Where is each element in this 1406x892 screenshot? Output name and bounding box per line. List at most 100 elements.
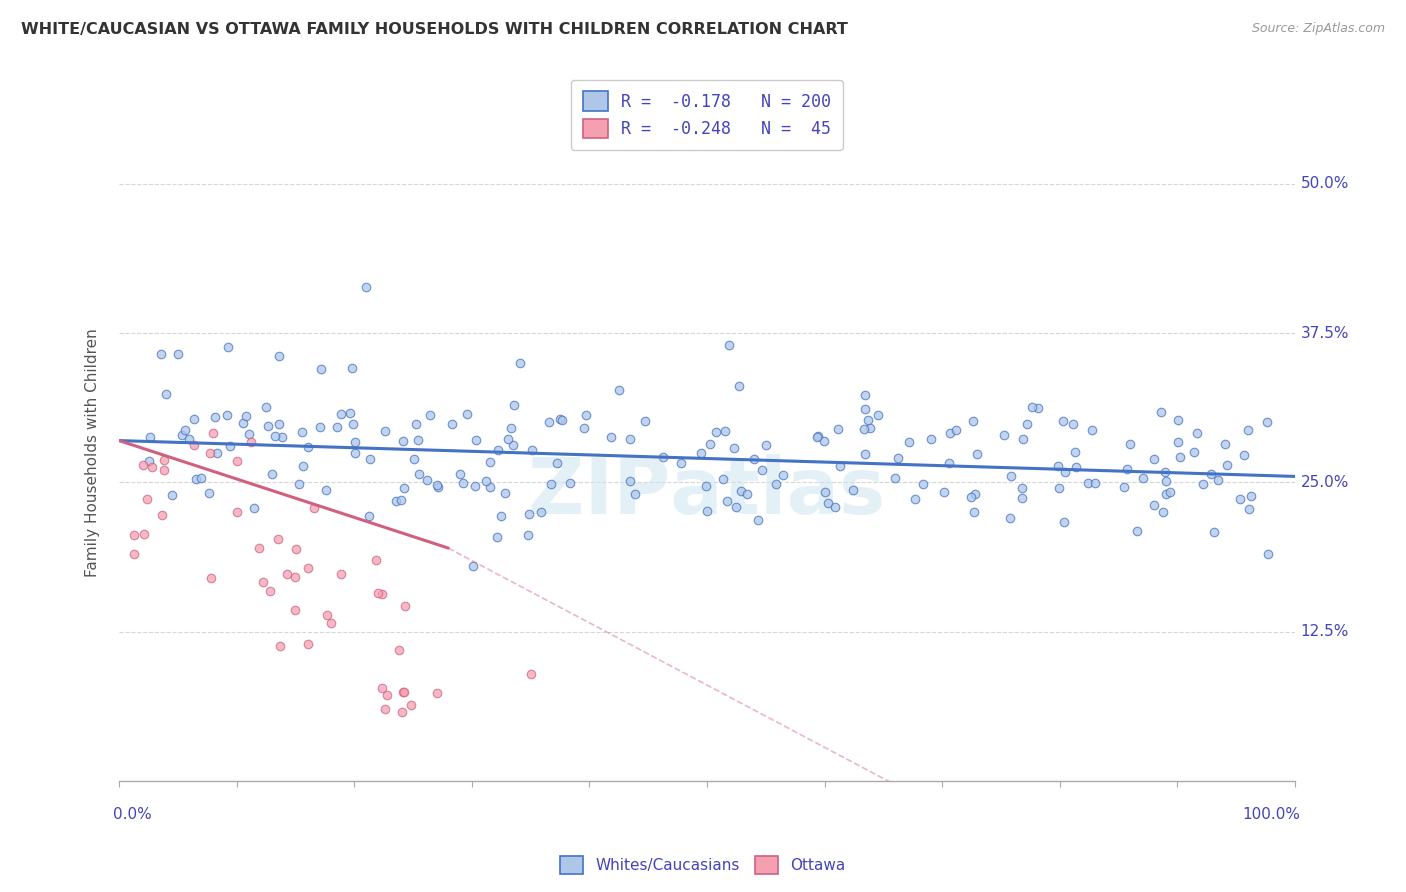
Point	[695, 479, 717, 493]
Point	[735, 487, 758, 501]
Point	[122, 547, 145, 561]
Point	[1012, 433, 1035, 447]
Point	[425, 686, 447, 700]
Point	[1237, 502, 1260, 516]
Point	[167, 346, 190, 360]
Point	[354, 280, 377, 294]
Point	[405, 417, 427, 431]
Point	[132, 458, 155, 473]
Point	[339, 406, 361, 420]
Point	[359, 452, 381, 467]
Point	[1168, 450, 1191, 464]
Point	[1152, 505, 1174, 519]
Point	[371, 681, 394, 696]
Point	[934, 484, 956, 499]
Point	[619, 432, 641, 446]
Point	[267, 417, 290, 432]
Point	[394, 599, 416, 613]
Point	[474, 474, 496, 488]
Point	[297, 561, 319, 575]
Point	[238, 427, 260, 442]
Point	[464, 478, 486, 492]
Point	[139, 430, 162, 444]
Point	[619, 475, 641, 489]
Point	[461, 559, 484, 574]
Point	[478, 455, 501, 469]
Point	[269, 640, 291, 654]
Point	[408, 433, 430, 447]
Point	[704, 425, 727, 440]
Point	[183, 412, 205, 426]
Point	[558, 475, 581, 490]
Point	[391, 705, 413, 719]
Point	[449, 467, 471, 482]
Point	[1182, 445, 1205, 459]
Point	[1143, 498, 1166, 512]
Point	[1149, 405, 1171, 419]
Point	[669, 456, 692, 470]
Point	[1213, 437, 1236, 451]
Point	[1233, 448, 1256, 462]
Point	[184, 472, 207, 486]
Legend: R =  -0.178   N = 200, R =  -0.248   N =  45: R = -0.178 N = 200, R = -0.248 N = 45	[571, 79, 842, 150]
Point	[884, 471, 907, 485]
Point	[309, 361, 332, 376]
Point	[494, 486, 516, 500]
Point	[993, 428, 1015, 442]
Point	[316, 608, 339, 623]
Point	[751, 463, 773, 477]
Text: 12.5%: 12.5%	[1301, 624, 1350, 640]
Point	[243, 501, 266, 516]
Point	[284, 603, 307, 617]
Point	[408, 467, 430, 482]
Point	[898, 434, 921, 449]
Point	[551, 412, 574, 426]
Point	[239, 434, 262, 449]
Point	[814, 485, 837, 500]
Point	[1081, 423, 1104, 437]
Point	[1143, 452, 1166, 467]
Point	[225, 505, 247, 519]
Point	[219, 440, 242, 454]
Text: 100.0%: 100.0%	[1243, 807, 1301, 822]
Point	[1192, 477, 1215, 491]
Point	[827, 421, 849, 435]
Point	[340, 361, 363, 376]
Point	[853, 447, 876, 461]
Point	[887, 450, 910, 465]
Point	[813, 434, 835, 448]
Point	[464, 433, 486, 447]
Point	[938, 456, 960, 470]
Point	[486, 530, 509, 544]
Point	[724, 500, 747, 515]
Point	[572, 421, 595, 435]
Point	[772, 467, 794, 482]
Point	[502, 398, 524, 412]
Point	[1046, 458, 1069, 473]
Point	[375, 688, 398, 702]
Point	[696, 503, 718, 517]
Point	[540, 477, 562, 491]
Point	[747, 513, 769, 527]
Point	[502, 438, 524, 452]
Point	[1167, 413, 1189, 427]
Point	[730, 484, 752, 499]
Point	[1257, 547, 1279, 561]
Point	[699, 436, 721, 450]
Point	[399, 698, 422, 712]
Text: 25.0%: 25.0%	[1301, 475, 1350, 490]
Text: 50.0%: 50.0%	[1301, 177, 1350, 191]
Point	[247, 541, 270, 555]
Point	[391, 434, 413, 448]
Point	[1159, 485, 1181, 500]
Point	[1229, 492, 1251, 507]
Point	[806, 430, 828, 444]
Point	[456, 407, 478, 421]
Point	[394, 685, 416, 699]
Point	[389, 492, 412, 507]
Point	[1154, 475, 1177, 489]
Point	[319, 616, 342, 631]
Point	[205, 446, 228, 460]
Point	[330, 407, 353, 421]
Point	[141, 459, 163, 474]
